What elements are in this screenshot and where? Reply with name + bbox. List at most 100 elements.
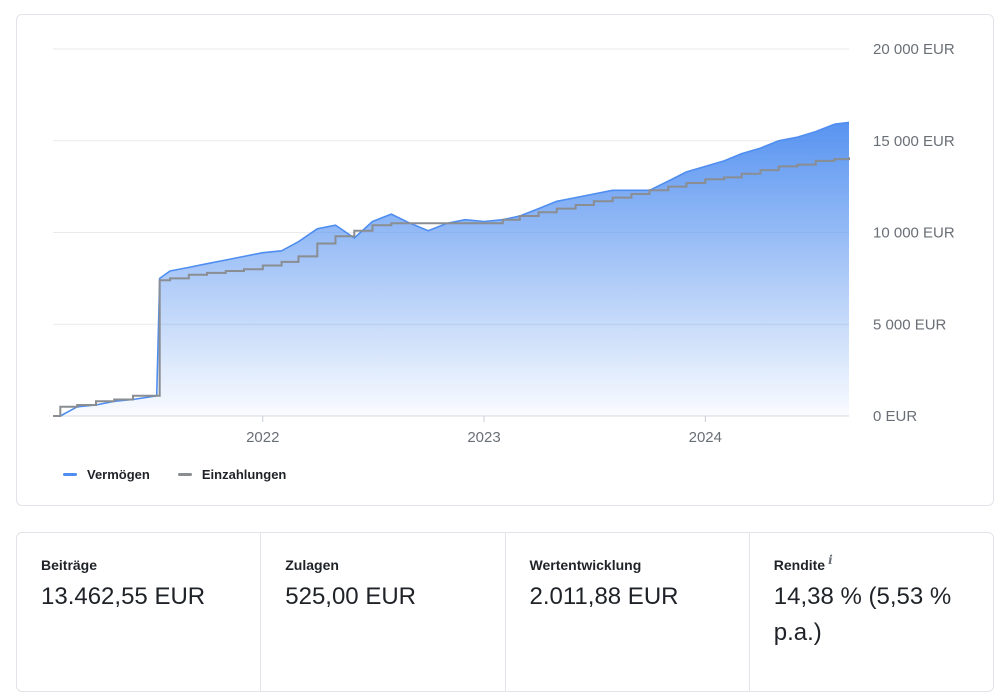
data-point-einzahlungen [390, 222, 392, 224]
legend-item-vermoegen[interactable]: Vermögen [63, 467, 150, 482]
data-point-einzahlungen [502, 219, 504, 221]
data-point-einzahlungen [335, 235, 337, 237]
data-point-einzahlungen [59, 406, 61, 408]
legend-swatch-einzahlungen [177, 473, 192, 476]
stat-value: 525,00 EUR [285, 583, 416, 610]
data-point-vermoegen [741, 153, 743, 155]
stats-card: Beiträge 13.462,55 EUR Zulagen 525,00 EU… [16, 532, 994, 692]
stat-rendite: Rendite i 14,38 % (5,53 % p.a.) [750, 533, 993, 691]
portfolio-chart: 0 EUR 5 000 EUR 10 000 EUR 15 000 EUR 20 000… [52, 41, 955, 446]
data-point-vermoegen [575, 197, 577, 199]
data-point-einzahlungen [262, 265, 264, 267]
data-point-vermoegen [262, 252, 264, 254]
data-point-vermoegen [353, 237, 355, 239]
data-point-vermoegen [483, 220, 485, 222]
stat-wertentwicklung: Wertentwicklung 2.011,88 EUR [506, 533, 750, 691]
data-point-einzahlungen [815, 160, 817, 162]
data-point-einzahlungen [704, 178, 706, 180]
data-point-einzahlungen [243, 268, 245, 270]
data-point-vermoegen [723, 160, 725, 162]
legend-label-vermoegen: Vermögen [87, 467, 150, 482]
data-point-vermoegen [316, 228, 318, 230]
stat-label-text: Beiträge [41, 557, 98, 573]
legend-item-einzahlungen[interactable]: Einzahlungen [177, 467, 287, 482]
data-point-einzahlungen [298, 255, 300, 257]
data-point-einzahlungen [667, 186, 669, 188]
y-tick-label: 5 000 EUR [873, 316, 947, 333]
data-point-einzahlungen [113, 398, 115, 400]
data-point-einzahlungen [759, 169, 761, 171]
series-line-einzahlungen [53, 157, 850, 417]
x-tick-label: 2022 [246, 429, 279, 446]
data-point-einzahlungen [76, 404, 78, 406]
chart-legend: Vermögen Einzahlungen [63, 467, 286, 482]
data-point-vermoegen [335, 224, 337, 226]
data-point-vermoegen [778, 140, 780, 142]
y-tick-label: 0 EUR [873, 408, 917, 425]
stat-value: 14,38 % (5,53 % p.a.) [773, 583, 952, 646]
data-point-einzahlungen [188, 274, 190, 276]
data-point-einzahlungen [575, 204, 577, 206]
data-point-vermoegen [538, 208, 540, 210]
y-tick-label: 20 000 EUR [873, 41, 955, 58]
data-point-vermoegen [848, 121, 850, 123]
data-point-vermoegen [667, 180, 669, 182]
data-point-einzahlungen [593, 200, 595, 202]
data-point-einzahlungen [556, 208, 558, 210]
data-point-vermoegen [612, 189, 614, 191]
stat-label-text: Zulagen [285, 557, 339, 573]
data-point-einzahlungen [741, 173, 743, 175]
data-point-vermoegen [556, 200, 558, 202]
data-point-vermoegen [464, 219, 466, 221]
data-point-einzahlungen [316, 243, 318, 245]
data-point-einzahlungen [464, 222, 466, 224]
legend-swatch-vermoegen [63, 473, 77, 476]
data-point-einzahlungen [169, 277, 171, 279]
data-point-einzahlungen [52, 415, 54, 417]
data-point-vermoegen [390, 213, 392, 215]
data-point-einzahlungen [833, 158, 835, 160]
data-point-einzahlungen [446, 222, 448, 224]
data-point-vermoegen [427, 230, 429, 232]
info-icon[interactable]: i [828, 553, 833, 567]
data-point-vermoegen [243, 255, 245, 257]
data-point-vermoegen [630, 189, 632, 191]
x-tick-label: 2024 [689, 429, 722, 446]
data-point-vermoegen [298, 241, 300, 243]
data-point-einzahlungen [796, 164, 798, 166]
data-point-einzahlungen [206, 272, 208, 274]
data-point-vermoegen [796, 136, 798, 138]
stat-label: Wertentwicklung [530, 557, 725, 573]
data-point-einzahlungen [630, 193, 632, 195]
series-area-vermoegen [60, 122, 849, 417]
data-point-einzahlungen [281, 261, 283, 263]
stat-value: 13.462,55 EUR [41, 583, 206, 610]
data-point-vermoegen [225, 259, 227, 261]
stat-beitraege: Beiträge 13.462,55 EUR [17, 533, 262, 691]
data-point-einzahlungen [353, 230, 355, 232]
y-tick-label: 10 000 EUR [873, 225, 955, 242]
data-point-einzahlungen [409, 222, 411, 224]
data-point-vermoegen [206, 263, 208, 265]
data-point-einzahlungen [95, 400, 97, 402]
data-point-vermoegen [169, 270, 171, 272]
data-point-einzahlungen [848, 156, 850, 158]
data-point-einzahlungen [225, 270, 227, 272]
data-point-einzahlungen [538, 211, 540, 213]
stat-value: 2.011,88 EUR [529, 583, 679, 610]
data-point-einzahlungen [723, 176, 725, 178]
y-tick-label: 15 000 EUR [873, 133, 955, 150]
chart-card: 0 EUR 5 000 EUR 10 000 EUR 15 000 EUR 20 000… [16, 14, 994, 506]
legend-label-einzahlungen: Einzahlungen [201, 467, 287, 482]
data-point-vermoegen [833, 123, 835, 125]
data-point-einzahlungen [519, 215, 521, 217]
stat-label: Rendite i [774, 553, 969, 573]
data-point-vermoegen [281, 250, 283, 252]
data-point-einzahlungen [371, 224, 373, 226]
data-point-einzahlungen [483, 222, 485, 224]
stat-zulagen: Zulagen 525,00 EUR [261, 533, 506, 691]
data-point-einzahlungen [778, 165, 780, 167]
stat-label: Zulagen [285, 557, 480, 573]
data-point-einzahlungen [686, 182, 688, 184]
stat-label-text: Wertentwicklung [529, 557, 642, 573]
